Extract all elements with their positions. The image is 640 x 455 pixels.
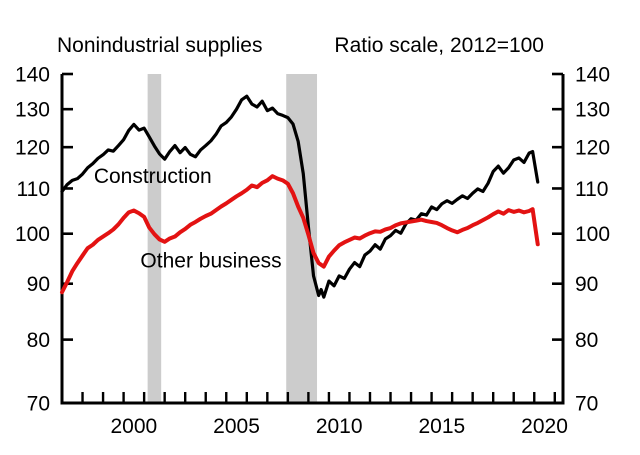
chart-title-left: Nonindustrial supplies	[57, 34, 262, 57]
series-label-other-business: Other business	[140, 250, 281, 273]
x-tick-label-2010: 2010	[316, 415, 363, 438]
series-layer	[60, 94, 540, 299]
chart-title-right: Ratio scale, 2012=100	[334, 34, 544, 57]
labels-layer: Construction Other business	[94, 165, 282, 272]
x-tick-label-2000: 2000	[111, 415, 158, 438]
y-tick-label-left-140: 140	[15, 64, 50, 87]
y-tick-label-left-120: 120	[15, 137, 50, 160]
y-tick-label-left-80: 80	[27, 329, 50, 352]
y-tick-label-left-70: 70	[27, 393, 50, 416]
y-tick-label-left-110: 110	[17, 178, 50, 201]
y-tick-label-left-90: 90	[27, 273, 50, 296]
recession-bands-layer	[147, 74, 318, 402]
x-tick-label-2020: 2020	[521, 415, 568, 438]
y-tick-label-left-100: 100	[15, 223, 50, 246]
series-line-other-business	[60, 174, 540, 295]
axis-frame	[60, 74, 565, 405]
series-line-construction	[60, 94, 540, 299]
y-tick-label-right-70: 70	[575, 393, 598, 416]
y-tick-label-right-120: 120	[575, 137, 610, 160]
x-tick-label-2005: 2005	[213, 415, 260, 438]
y-tick-label-right-80: 80	[575, 329, 598, 352]
y-tick-label-left-130: 130	[15, 99, 50, 122]
y-tick-label-right-100: 100	[575, 223, 610, 246]
axes-layer: 70 70 80 80 90 90 100 100 110 110 120 120 130 130 140 1…	[15, 64, 610, 439]
x-tick-label-2015: 2015	[418, 415, 465, 438]
recession-band-2	[286, 74, 318, 402]
y-tick-label-right-90: 90	[575, 273, 598, 296]
y-tick-label-right-140: 140	[575, 64, 610, 87]
recession-band-1	[147, 74, 162, 402]
series-label-construction: Construction	[94, 165, 212, 188]
y-tick-label-right-110: 110	[575, 178, 608, 201]
y-tick-label-right-130: 130	[575, 99, 610, 122]
